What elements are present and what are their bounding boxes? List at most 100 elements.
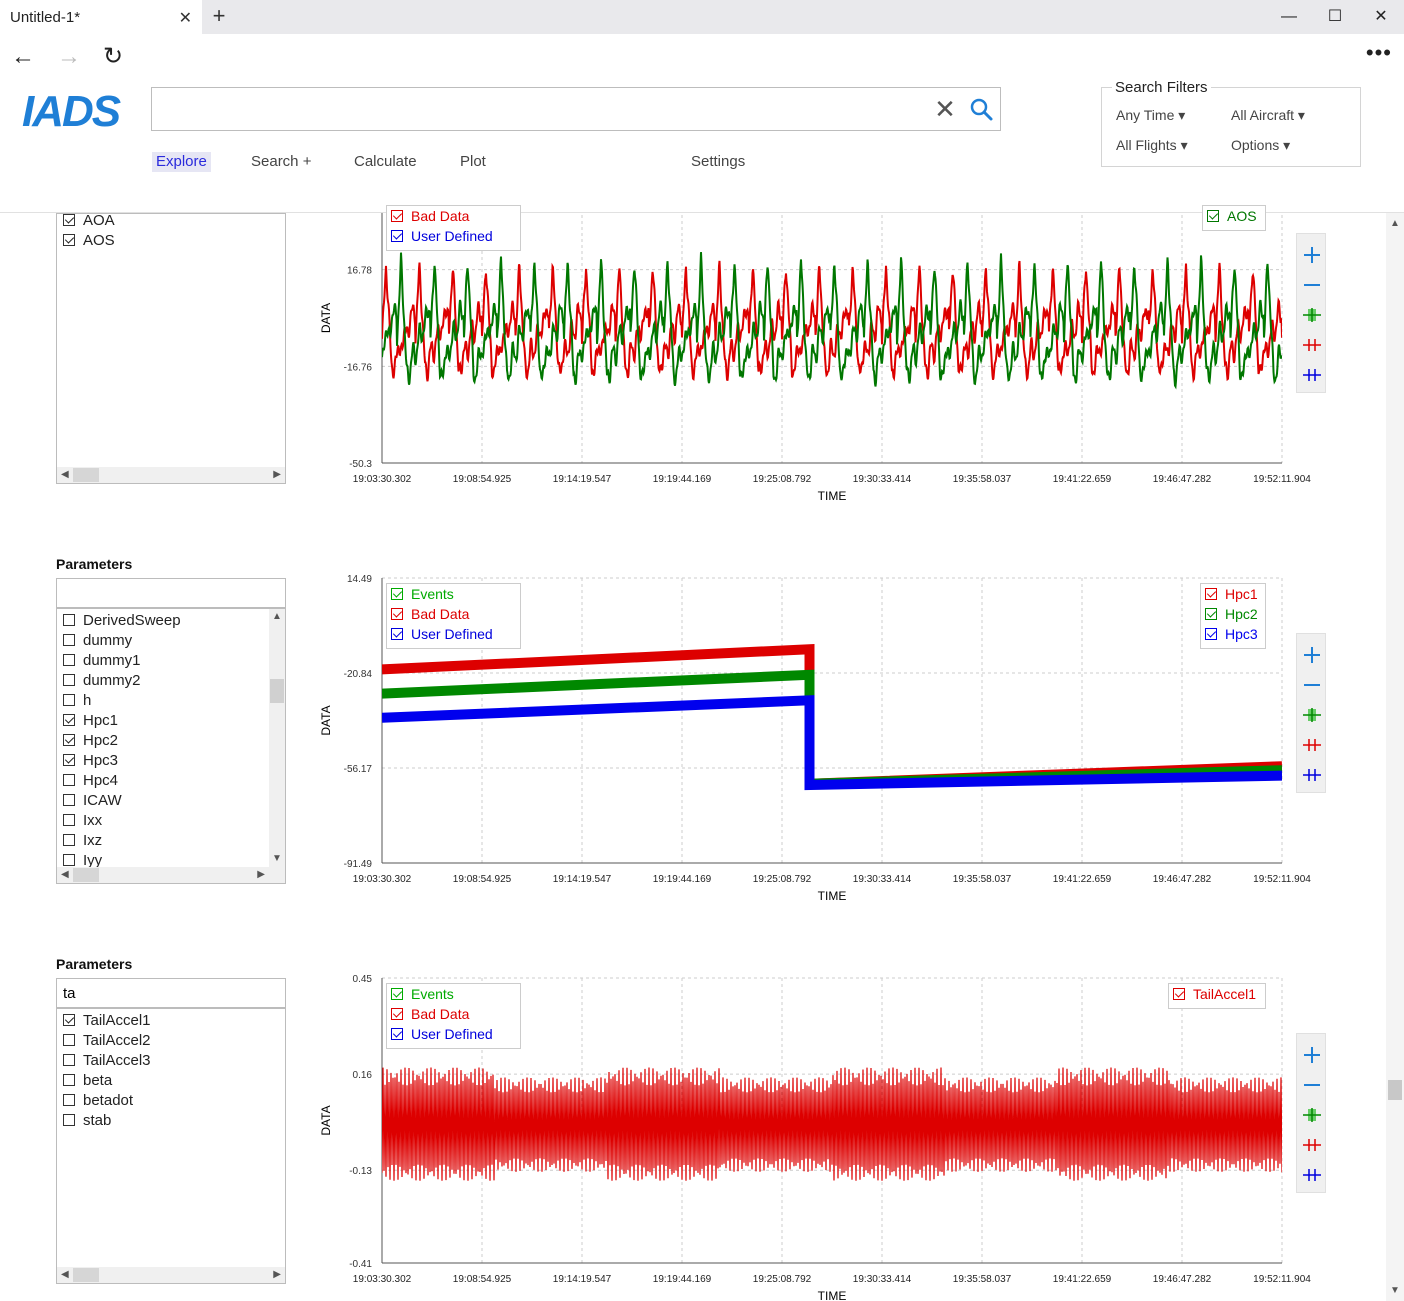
add-green-marker-icon[interactable] [1299,702,1325,728]
zoom-out-icon[interactable] [1299,672,1325,698]
legend-checkbox[interactable] [391,988,403,1000]
zoom-in-icon[interactable] [1299,1042,1325,1068]
legend-item[interactable]: User Defined [391,626,493,642]
back-arrow-icon[interactable]: ← [11,43,35,70]
list-item[interactable]: dummy1 [63,650,141,670]
list-item[interactable]: dummy2 [63,670,141,690]
list-item[interactable]: Hpc4 [63,770,118,790]
legend-checkbox[interactable] [1205,608,1217,620]
list-item[interactable]: Ixx [63,810,102,830]
checkbox[interactable] [63,214,75,226]
list-hscroll-thumb[interactable] [73,868,99,882]
legend-checkbox[interactable] [391,210,403,222]
chart-3[interactable]: 0.45 0.16 -0.13 -0.41 19:03:30.302 19:08:54.9… [316,968,1316,1301]
close-window-icon[interactable]: ✕ [1374,8,1388,25]
checkbox[interactable] [63,1054,75,1066]
scroll-up-icon[interactable]: ▲ [1390,218,1400,229]
legend-checkbox[interactable] [1205,628,1217,640]
checkbox[interactable] [63,1094,75,1106]
scroll-down-icon[interactable]: ▼ [1390,1285,1400,1296]
checkbox[interactable] [63,774,75,786]
checkbox[interactable] [63,1114,75,1126]
menu-explore[interactable]: Explore [152,152,211,172]
list-hscroll-thumb[interactable] [73,1268,99,1282]
legend-checkbox[interactable] [391,628,403,640]
checkbox[interactable] [63,234,75,246]
page-scrollbar-thumb[interactable] [1388,1080,1402,1100]
legend-checkbox[interactable] [391,230,403,242]
list-item[interactable]: Hpc1 [63,710,118,730]
checkbox[interactable] [63,854,75,866]
filter-all-aircraft[interactable]: All Aircraft ▾ [1231,107,1305,123]
list-vscroll-thumb[interactable] [270,679,284,703]
checkbox[interactable] [63,794,75,806]
list-item[interactable]: beta [63,1070,112,1090]
menu-plot[interactable]: Plot [460,153,486,170]
scroll-down-icon[interactable]: ▼ [272,853,282,864]
list-item[interactable]: Ixz [63,830,102,850]
filter-options[interactable]: Options ▾ [1231,137,1291,153]
list-item[interactable]: stab [63,1110,111,1130]
list-item[interactable]: Hpc3 [63,750,118,770]
checkbox[interactable] [63,834,75,846]
list-item[interactable]: TailAccel2 [63,1030,151,1050]
add-blue-marker-icon[interactable] [1299,362,1325,388]
legend-item[interactable]: Hpc3 [1205,626,1258,642]
menu-calculate[interactable]: Calculate [354,153,417,170]
close-tab-icon[interactable]: ✕ [178,10,192,27]
list-item[interactable]: Hpc2 [63,730,118,750]
legend-checkbox[interactable] [1173,988,1185,1000]
scroll-left-icon[interactable]: ◀ [61,869,69,880]
scroll-left-icon[interactable]: ◀ [61,1269,69,1280]
list-item[interactable]: TailAccel3 [63,1050,151,1070]
zoom-out-icon[interactable] [1299,1072,1325,1098]
chart-svg[interactable]: 14.49 -20.84 -56.17 -91.49 19:03:30.302 19:08… [316,568,1316,908]
legend-item[interactable]: AOS [1207,208,1257,224]
list-hscrollbar[interactable]: ◀ ▶ [57,467,285,483]
list-hscroll-thumb[interactable] [73,468,99,482]
page-scrollbar[interactable] [1386,213,1404,1301]
menu-search[interactable]: Search + [251,153,312,170]
list-vscrollbar[interactable]: ▲ ▼ [269,609,285,867]
legend-checkbox[interactable] [391,1008,403,1020]
legend-item[interactable]: TailAccel1 [1173,986,1256,1002]
legend-item[interactable]: User Defined [391,1026,493,1042]
list-item[interactable]: betadot [63,1090,133,1110]
scroll-right-icon[interactable]: ▶ [273,1269,281,1280]
add-green-marker-icon[interactable] [1299,302,1325,328]
minimize-icon[interactable]: — [1281,8,1297,25]
legend-checkbox[interactable] [391,588,403,600]
chart-2[interactable]: 14.49 -20.84 -56.17 -91.49 19:03:30.302 19:08… [316,568,1316,908]
legend-item[interactable]: Events [391,986,454,1002]
chart-svg[interactable]: 16.78 -16.76 -50.3 19:03:30.302 19:08:54.925… [316,213,1316,513]
scroll-right-icon[interactable]: ▶ [273,469,281,480]
scroll-left-icon[interactable]: ◀ [61,469,69,480]
add-green-marker-icon[interactable] [1299,1102,1325,1128]
clear-search-icon[interactable]: ✕ [934,94,956,124]
checkbox[interactable] [63,814,75,826]
add-blue-marker-icon[interactable] [1299,1162,1325,1188]
list-item[interactable]: h [63,690,91,710]
zoom-out-icon[interactable] [1299,272,1325,298]
list-item[interactable]: Iyy [63,850,102,870]
legend-item[interactable]: User Defined [391,228,493,244]
checkbox[interactable] [63,654,75,666]
legend-checkbox[interactable] [1207,210,1219,222]
checkbox[interactable] [63,754,75,766]
legend-item[interactable]: Events [391,586,454,602]
legend-checkbox[interactable] [391,1028,403,1040]
legend-item[interactable]: Bad Data [391,606,469,622]
more-options-icon[interactable]: ••• [1365,40,1392,65]
list-hscrollbar[interactable]: ◀ ▶ [57,1267,285,1283]
list-item[interactable]: dummy [63,630,132,650]
list-item[interactable]: TailAccel1 [63,1010,151,1030]
checkbox[interactable] [63,1014,75,1026]
filter-all-flights[interactable]: All Flights ▾ [1116,137,1188,153]
zoom-in-icon[interactable] [1299,242,1325,268]
checkbox[interactable] [63,734,75,746]
scroll-up-icon[interactable]: ▲ [272,611,282,622]
checkbox[interactable] [63,714,75,726]
legend-checkbox[interactable] [1205,588,1217,600]
legend-checkbox[interactable] [391,608,403,620]
parameter-filter-input[interactable] [56,578,286,608]
